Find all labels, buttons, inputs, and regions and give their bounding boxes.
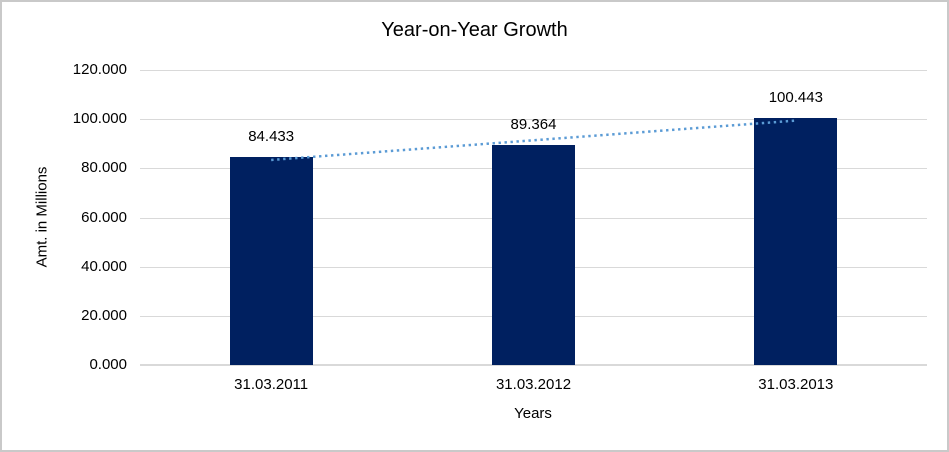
bar-31.03.2011 [229,157,313,365]
bar-31.03.2012 [492,145,575,365]
y-tick-label: 100.000 [72,110,127,128]
plot-area [140,70,927,366]
y-tick-label: 40.000 [81,257,127,275]
x-tick-label: 31.03.2011 [234,376,309,393]
y-tick-label: 20.000 [81,306,127,324]
y-tick-label: 120.000 [72,61,127,78]
y-tick-label: 0.000 [89,356,127,373]
y-tick-label: 60.000 [81,208,127,226]
x-tick-label: 31.03.2013 [758,376,834,393]
x-axis-title: Years [514,405,552,422]
gridline [140,70,927,71]
bar-31.03.2013 [754,118,838,365]
data-label: 84.433 [248,128,295,146]
gridline [140,365,927,366]
data-label: 100.443 [768,89,823,107]
y-tick-label: 80.000 [81,159,127,177]
data-label: 89.364 [510,116,557,134]
x-tick-label: 31.03.2012 [495,376,572,393]
chart-title: Year-on-Year Growth [381,19,568,41]
